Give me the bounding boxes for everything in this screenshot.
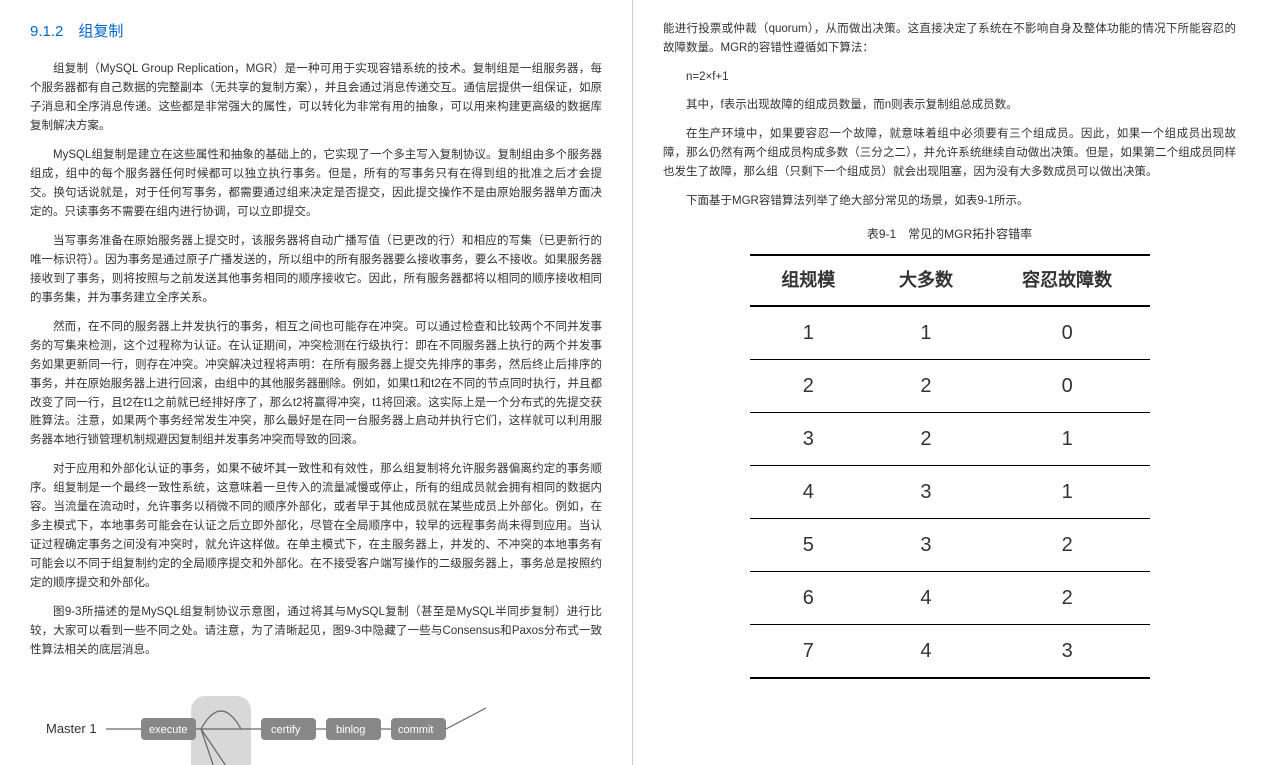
svg-text:commit: commit [398, 724, 433, 736]
table-cell: 7 [750, 625, 868, 679]
table-header: 组规模 [750, 255, 868, 306]
table-cell: 0 [985, 306, 1150, 360]
paragraph: MySQL组复制是建立在这些属性和抽象的基础上的，它实现了一个多主写入复制协议。… [30, 146, 602, 222]
table-row: 532 [750, 519, 1150, 572]
paragraph: 下面基于MGR容错算法列举了绝大部分常见的场景，如表9-1所示。 [663, 192, 1236, 211]
replication-diagram: Master 1 Master 2 Master 3 execute certi… [46, 678, 586, 765]
table-cell: 3 [985, 625, 1150, 679]
table-cell: 6 [750, 572, 868, 625]
table-cell: 1 [750, 306, 868, 360]
table-cell: 2 [750, 360, 868, 413]
table-cell: 3 [867, 466, 985, 519]
table-header-row: 组规模 大多数 容忍故障数 [750, 255, 1150, 306]
section-title: 9.1.2 组复制 [30, 20, 602, 44]
table-cell: 2 [867, 413, 985, 466]
page-right: 能进行投票或仲裁（quorum），从而做出决策。这直接决定了系统在不影响自身及整… [633, 0, 1266, 765]
table-cell: 5 [750, 519, 868, 572]
table-cell: 3 [867, 519, 985, 572]
paragraph: 当写事务准备在原始服务器上提交时，该服务器将自动广播写值（已更改的行）和相应的写… [30, 232, 602, 308]
svg-text:binlog: binlog [336, 724, 365, 736]
page-left: 9.1.2 组复制 组复制（MySQL Group Replication，MG… [0, 0, 633, 765]
paragraph: 然而，在不同的服务器上并发执行的事务，相互之间也可能存在冲突。可以通过检查和比较… [30, 318, 602, 451]
master-label: Master 1 [46, 721, 97, 736]
table-row: 743 [750, 625, 1150, 679]
table-row: 220 [750, 360, 1150, 413]
table-body: 110220321431532642743 [750, 306, 1150, 678]
fault-tolerance-table: 组规模 大多数 容忍故障数 110220321431532642743 [750, 254, 1150, 679]
paragraph: 能进行投票或仲裁（quorum），从而做出决策。这直接决定了系统在不影响自身及整… [663, 20, 1236, 58]
table-cell: 2 [985, 519, 1150, 572]
table-cell: 4 [750, 466, 868, 519]
table-cell: 1 [985, 413, 1150, 466]
table-row: 321 [750, 413, 1150, 466]
table-header: 大多数 [867, 255, 985, 306]
table-cell: 0 [985, 360, 1150, 413]
table-header: 容忍故障数 [985, 255, 1150, 306]
table-cell: 1 [867, 306, 985, 360]
svg-text:execute: execute [149, 724, 188, 736]
paragraph: 图9-3所描述的是MySQL组复制协议示意图，通过将其与MySQL复制（甚至是M… [30, 603, 602, 660]
paragraph: 组复制（MySQL Group Replication，MGR）是一种可用于实现… [30, 60, 602, 136]
table-row: 110 [750, 306, 1150, 360]
paragraph: 对于应用和外部化认证的事务，如果不破坏其一致性和有效性，那么组复制将允许服务器偏… [30, 460, 602, 593]
paragraph: 在生产环境中，如果要容忍一个故障，就意味着组中必须要有三个组成员。因此，如果一个… [663, 125, 1236, 182]
table-cell: 4 [867, 625, 985, 679]
table-cell: 3 [750, 413, 868, 466]
table-cell: 2 [867, 360, 985, 413]
svg-text:certify: certify [271, 724, 301, 736]
table-cell: 4 [867, 572, 985, 625]
table-cell: 1 [985, 466, 1150, 519]
table-caption: 表9-1 常见的MGR拓扑容错率 [663, 225, 1236, 244]
table-row: 431 [750, 466, 1150, 519]
formula: n=2×f+1 [663, 68, 1236, 86]
table-cell: 2 [985, 572, 1150, 625]
paragraph: 其中，f表示出现故障的组成员数量，而n则表示复制组总成员数。 [663, 96, 1236, 115]
table-row: 642 [750, 572, 1150, 625]
